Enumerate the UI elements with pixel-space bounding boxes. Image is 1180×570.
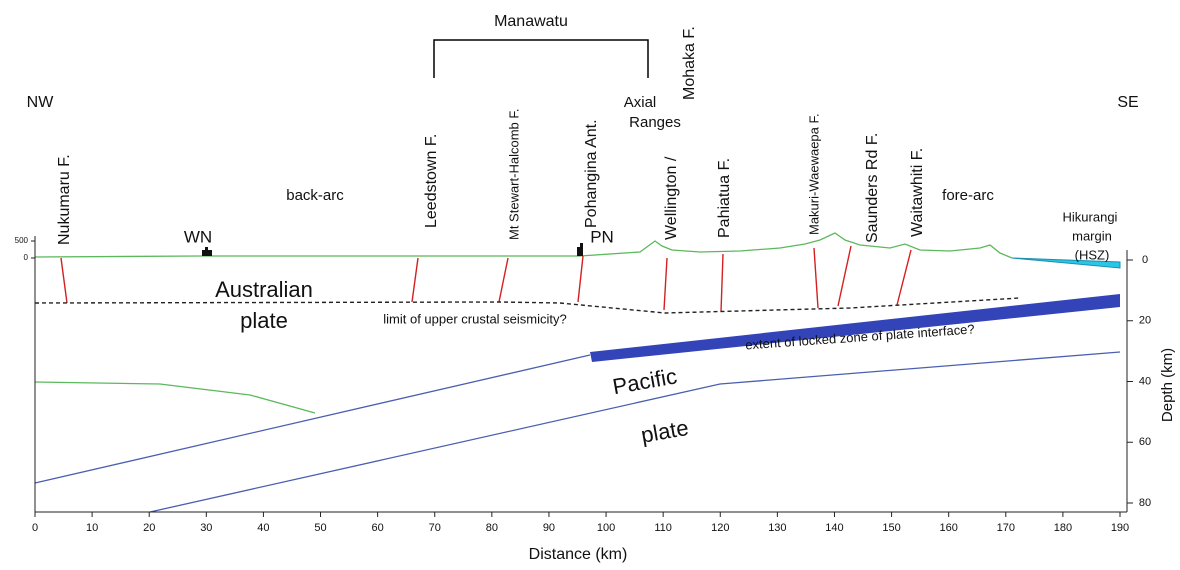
y-tick-label: 40 [1139,375,1151,387]
label: fore-arc [942,187,994,204]
label: Hikurangi [1063,209,1118,224]
x-tick-label: 0 [32,522,38,534]
x-tick-label: 140 [825,522,843,534]
town-icon [202,247,212,256]
x-tick-label: 30 [200,522,212,534]
plate-label: Pacific [611,363,679,399]
fault-label: Mt Stewart-Halcomb F. [506,109,521,240]
x-tick-label: 40 [257,522,269,534]
town: WN [184,227,212,246]
green-boundary [35,382,315,413]
x-tick-label: 60 [372,522,384,534]
label: Ranges [629,114,681,131]
plate-label: Australian [215,277,313,302]
y-tick-label: 80 [1139,497,1151,509]
label: margin [1072,228,1112,243]
label: Axial [624,94,657,111]
plate-label: plate [240,308,288,333]
label: back-arc [286,187,344,204]
town-icon [577,243,583,256]
x-tick-label: 180 [1054,522,1072,534]
fault-label: Wellington / [663,156,680,240]
x-tick-label: 80 [486,522,498,534]
bracket [434,40,648,78]
x-tick-label: 150 [882,522,900,534]
fault-label: Mohaka F. [681,26,698,100]
slab-top [35,355,590,483]
label: (HSZ) [1075,247,1110,262]
x-tick-label: 10 [86,522,98,534]
x-tick-label: 110 [654,522,672,534]
x-tick-label: 100 [597,522,615,534]
locked-zone [590,294,1120,362]
x-tick-label: 70 [429,522,441,534]
cross-section: Manawatu NW SE Axial Ranges back-arc for… [0,0,1180,565]
fault-label: Saunders Rd F. [864,133,881,243]
fault-label: Leedstown F. [423,134,440,228]
x-tick-label: 160 [940,522,958,534]
x-tick-label: 130 [768,522,786,534]
y-tick-label: 20 [1139,315,1151,327]
elev-tick-label: 0 [24,253,29,262]
x-tick-label: 120 [711,522,729,534]
note: limit of upper crustal seismicity? [383,311,567,326]
x-tick-label: 50 [314,522,326,534]
fault-labels: Nukumaru F. Leedstown F. Mt Stewart-Halcom… [56,26,926,245]
fault-label: Pahiatua F. [716,158,733,238]
x-tick-label: 20 [143,522,155,534]
axis-ticks: 0 10 20 30 40 50 60 70 80 90 100 110 120 130 140 150 160… [15,236,1151,534]
y-tick-label: 0 [1142,254,1148,266]
plate-label: plate [639,415,690,448]
fault-label: Makuri-Waewaepa F. [806,113,821,235]
fault-label: Nukumaru F. [56,154,73,245]
town: PN [590,227,614,246]
direction: NW [27,94,55,111]
y-tick-label: 60 [1139,436,1151,448]
axis-title: Distance (km) [529,546,628,563]
x-tick-label: 90 [543,522,555,534]
fault-label: Waitawhiti F. [909,148,926,237]
direction: SE [1117,94,1138,111]
region-label: Manawatu [494,13,568,30]
elev-tick-label: 500 [15,236,29,245]
x-tick-label: 170 [997,522,1015,534]
x-tick-label: 190 [1111,522,1129,534]
fault-label: Pohangina Ant. [583,119,600,228]
axis-title: Depth (km) [1159,348,1176,422]
